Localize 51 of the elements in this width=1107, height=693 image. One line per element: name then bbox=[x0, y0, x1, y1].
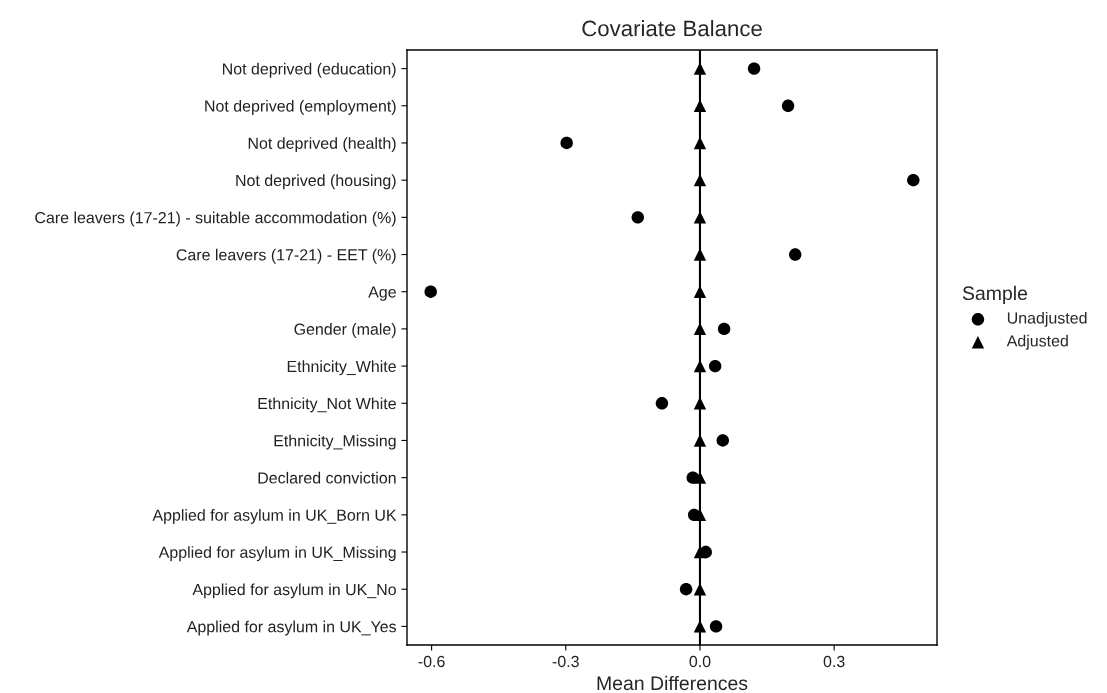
point bbox=[693, 434, 707, 447]
point bbox=[655, 397, 669, 410]
point bbox=[693, 620, 707, 633]
x-tick-label: -0.6 bbox=[418, 655, 445, 668]
point bbox=[693, 545, 707, 559]
chart-title: Covariate Balance bbox=[582, 20, 762, 37]
point bbox=[716, 434, 729, 447]
point bbox=[679, 583, 693, 596]
y-tick-label: Not deprived (education) bbox=[223, 62, 396, 78]
point bbox=[907, 173, 920, 187]
y-tick-label: Age bbox=[368, 286, 396, 301]
point bbox=[781, 99, 795, 112]
y-tick-label: Gender (male) bbox=[294, 323, 396, 338]
point bbox=[789, 248, 802, 261]
y-tick-label: Applied for asylum in UK_Born UK bbox=[152, 509, 397, 524]
point bbox=[693, 471, 707, 484]
y-tick-label: Applied for asylum in UK_No bbox=[192, 583, 396, 599]
point bbox=[693, 99, 707, 112]
y-tick-label: Not deprived (health) bbox=[248, 137, 396, 153]
point bbox=[693, 583, 707, 596]
point bbox=[560, 136, 573, 150]
point bbox=[693, 211, 707, 224]
point bbox=[693, 397, 707, 410]
y-tick-label: Ethnicity_White bbox=[287, 360, 396, 376]
x-tick-label: 0.3 bbox=[823, 655, 845, 668]
x-tick-label: 0.0 bbox=[689, 655, 711, 668]
point bbox=[693, 322, 707, 336]
point bbox=[708, 359, 722, 373]
y-tick-label: Care leavers (17-21) - EET (%) bbox=[176, 248, 396, 264]
y-tick-label: Care leavers (17-21) - suitable accommodation (%) bbox=[35, 211, 396, 227]
y-tick-label: Ethnicity_Missing bbox=[274, 434, 396, 450]
y-tick-label: Applied for asylum in UK_Missing bbox=[158, 546, 396, 562]
point bbox=[693, 62, 707, 75]
y-tick-label: Applied for asylum in UK_Yes bbox=[186, 620, 397, 636]
y-tick-label: Not deprived (employment) bbox=[205, 99, 396, 115]
x-tick-label: -0.3 bbox=[552, 655, 579, 668]
point bbox=[631, 211, 644, 224]
point bbox=[424, 285, 437, 298]
y-tick-label: Ethnicity_Not White bbox=[258, 397, 396, 413]
point bbox=[709, 620, 723, 633]
legend-title: Sample bbox=[962, 285, 1028, 304]
y-tick-label: Declared conviction bbox=[258, 471, 396, 484]
y-tick-label: Not deprived (housing) bbox=[236, 174, 396, 190]
legend-label: Unadjusted bbox=[1007, 311, 1087, 327]
point bbox=[717, 322, 731, 336]
point bbox=[693, 285, 707, 298]
x-axis-title: Mean Differences bbox=[597, 675, 748, 691]
point bbox=[693, 248, 707, 261]
point bbox=[747, 62, 761, 75]
legend-label: Adjusted bbox=[1006, 334, 1068, 350]
point bbox=[693, 136, 707, 150]
